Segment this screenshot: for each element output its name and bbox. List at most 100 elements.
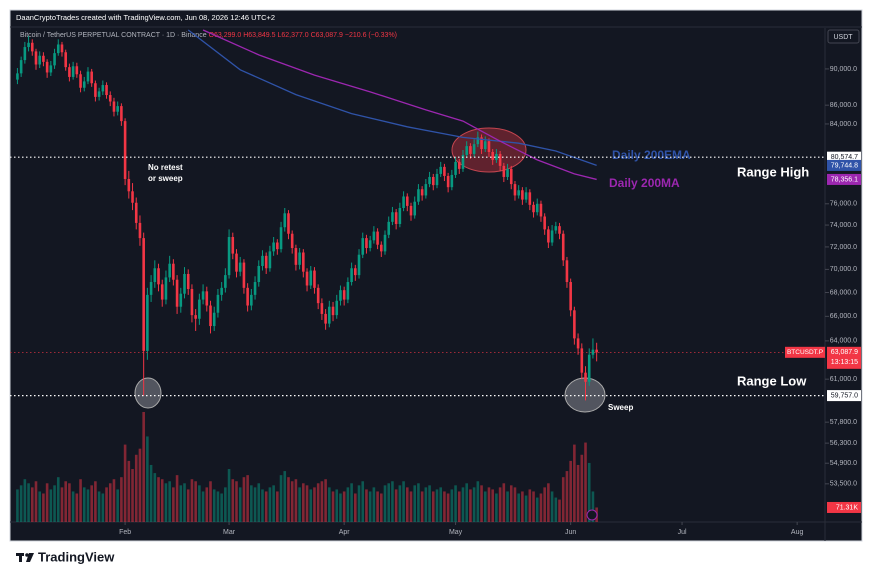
volume-bar — [446, 493, 450, 522]
candle-body — [324, 313, 327, 324]
volume-bar — [120, 477, 123, 522]
flag-icon[interactable] — [586, 509, 598, 521]
credit: DaanCryptoTrades created with TradingVie… — [16, 13, 275, 22]
candle-body — [561, 233, 565, 261]
candle-body — [420, 189, 424, 196]
volume-bar — [565, 471, 569, 522]
volume-bar — [417, 483, 420, 522]
candle-body — [227, 237, 231, 276]
candle-body — [357, 254, 361, 276]
candle-body — [30, 42, 34, 52]
candle-body — [261, 255, 264, 266]
volume-bar — [528, 489, 532, 522]
volume-bar — [387, 483, 391, 522]
currency-box[interactable] — [827, 29, 860, 44]
volume-bar — [587, 462, 591, 522]
volume-bar — [160, 479, 164, 522]
volume-bar — [591, 491, 595, 522]
volume-bar — [94, 481, 97, 522]
candle-body — [509, 168, 513, 185]
volume-bar — [168, 481, 171, 522]
volume-bar — [105, 487, 108, 522]
candle-body — [554, 226, 558, 231]
candle-body — [339, 290, 342, 301]
candle-body — [539, 203, 543, 217]
candle-body — [179, 293, 183, 307]
candle-body — [175, 279, 179, 307]
volume-bar — [350, 483, 353, 522]
candle-body — [498, 153, 502, 166]
candle-body — [216, 294, 220, 313]
x-tick-label: Jun — [565, 529, 576, 536]
candle-body — [413, 201, 417, 216]
volume-bar — [127, 460, 131, 522]
candle-body — [101, 85, 105, 92]
volume-bar — [38, 491, 42, 522]
candle-body — [361, 238, 365, 255]
volume-bar — [383, 485, 387, 522]
volume-bar — [368, 491, 372, 522]
volume-bar — [27, 483, 30, 522]
volume-bar — [521, 491, 524, 522]
candle-body — [49, 65, 53, 73]
volume-bar — [45, 483, 49, 522]
candle-body — [283, 213, 287, 228]
volume-bar — [205, 487, 209, 522]
candle-body — [64, 52, 67, 68]
y-tick-label: 84,000.0 — [830, 121, 857, 128]
volume-bar — [60, 487, 64, 522]
chart-background — [9, 9, 863, 542]
ema-label: Daily 200EMA — [612, 148, 691, 162]
candle-body — [53, 53, 56, 66]
volume-bar — [517, 493, 520, 522]
moving-average — [187, 29, 597, 167]
price-label-box — [827, 173, 861, 185]
volume-bar — [305, 485, 309, 522]
price-label: 80,574.7 — [831, 154, 858, 161]
candle-body — [424, 184, 428, 196]
candle-body — [149, 282, 153, 295]
candle-body — [71, 66, 75, 77]
volume-bar — [153, 473, 157, 522]
candle-body — [79, 74, 82, 88]
candle-body — [573, 310, 576, 339]
volume-bar — [361, 481, 365, 522]
volume-bar — [483, 491, 487, 522]
candle-body — [34, 51, 38, 65]
candle-body — [56, 44, 60, 54]
candle-body — [469, 146, 472, 154]
volume-bar — [472, 487, 476, 522]
volume-bar — [454, 485, 457, 522]
volume-bar — [554, 497, 558, 522]
candle-body — [391, 212, 394, 222]
candle-body — [108, 95, 112, 102]
volume-bar — [569, 460, 572, 522]
candle-body — [346, 282, 350, 300]
volume-bar — [264, 491, 268, 522]
candle-body — [105, 85, 108, 96]
currency[interactable]: USDT — [833, 34, 853, 41]
volume-bar — [443, 491, 446, 522]
y-tick-label: 57,800.0 — [830, 419, 857, 426]
candle-body — [465, 146, 468, 155]
y-tick-label: 76,000.0 — [830, 201, 857, 208]
candle-body — [146, 294, 149, 351]
symbol-tag-box — [785, 346, 825, 358]
symbol-legend: Bitcoin / TetherUS PERPETUAL CONTRACT · … — [20, 32, 397, 39]
volume-bar — [580, 454, 584, 522]
volume-bar — [108, 483, 112, 522]
candle-body — [368, 240, 372, 249]
volume-bar — [123, 444, 127, 522]
volume-bar — [524, 495, 528, 522]
candle-body — [242, 262, 246, 288]
volume-bar — [90, 485, 93, 522]
candle-body — [398, 208, 402, 224]
volume-bar — [172, 487, 175, 522]
volume-bar — [339, 493, 342, 522]
x-tick-label: Feb — [119, 529, 131, 536]
y-tick-label: 56,300.0 — [830, 440, 857, 447]
candle-body — [450, 174, 454, 188]
volume-bar — [543, 487, 546, 522]
candle-body — [238, 262, 242, 272]
